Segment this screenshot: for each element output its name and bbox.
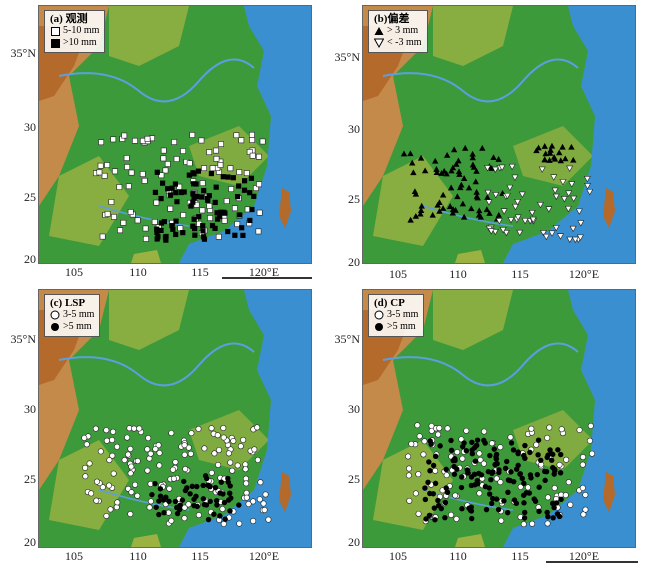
lat-label-a-2: 25 xyxy=(24,190,36,204)
legend-a: (a) 观测 5-10 mm >10 mm xyxy=(44,10,106,53)
lon-label-c-3: 120°E xyxy=(248,549,280,563)
panel-label-a: (a) xyxy=(50,13,63,25)
lon-label-b-3: 120°E xyxy=(568,267,600,281)
map-panel-b: (b)偏差 > 3 mm < -3 mm 35°N 30 25 20 105 1… xyxy=(320,0,648,282)
legend-item-b-1: < -3 mm xyxy=(387,37,422,48)
panel-title-a: 观测 xyxy=(65,13,88,25)
filled-square-icon xyxy=(50,38,60,48)
legend-item-b-0: > 3 mm xyxy=(387,25,419,36)
panel-title-c: LSP xyxy=(64,297,86,309)
panel-title-b: 偏差 xyxy=(387,13,410,25)
lon-label-d-1: 110 xyxy=(449,549,467,563)
panel-label-b: (b) xyxy=(374,13,388,25)
filled-circle-icon xyxy=(374,322,384,332)
lon-label-a-1: 110 xyxy=(129,265,147,279)
lon-label-b-0: 105 xyxy=(389,267,407,281)
lon-label-b-2: 115 xyxy=(511,267,529,281)
lat-label-b-3: 20 xyxy=(348,255,360,269)
legend-item-d-1: >5 mm xyxy=(387,321,416,332)
lat-label-b-2: 25 xyxy=(348,192,360,206)
terrain-map-b xyxy=(362,5,636,264)
legend-c: (c) LSP 3-5 mm >5 mm xyxy=(44,294,101,337)
lon-label-a-0: 105 xyxy=(65,265,83,279)
map-panel-d: (d) CP 3-5 mm >5 mm 35°N 30 25 20 105 11… xyxy=(320,284,648,568)
lon-label-c-0: 105 xyxy=(65,549,83,563)
terrain-map-a xyxy=(38,5,312,264)
lon-label-a-2: 115 xyxy=(191,265,209,279)
legend-item-d-0: 3-5 mm xyxy=(387,309,419,320)
open-circle-icon xyxy=(50,310,60,320)
lon-label-a-3: 120°E xyxy=(248,265,280,279)
legend-item-a-1: >10 mm xyxy=(63,37,97,48)
open-circle-icon xyxy=(374,310,384,320)
scale-bar-a xyxy=(222,277,312,279)
lat-label-d-3: 20 xyxy=(348,535,360,549)
lat-label-c-3: 20 xyxy=(24,535,36,549)
legend-d: (d) CP 3-5 mm >5 mm xyxy=(368,294,425,337)
lat-label-a-1: 30 xyxy=(24,120,36,134)
panel-label-c: (c) xyxy=(50,297,63,309)
filled-triangle-icon xyxy=(374,26,384,36)
open-square-icon xyxy=(50,26,60,36)
filled-circle-icon xyxy=(50,322,60,332)
lat-label-c-2: 25 xyxy=(24,472,36,486)
lat-label-b-0: 35°N xyxy=(334,50,360,64)
legend-item-c-0: 3-5 mm xyxy=(63,309,95,320)
lat-label-d-1: 30 xyxy=(348,402,360,416)
lat-label-d-0: 35°N xyxy=(334,332,360,346)
lon-label-c-1: 110 xyxy=(129,549,147,563)
panel-title-d: CP xyxy=(390,297,405,309)
scale-bar-d xyxy=(546,561,638,563)
lon-label-c-2: 115 xyxy=(191,549,209,563)
panel-label-d: (d) xyxy=(374,297,388,309)
terrain-svg-b xyxy=(363,6,635,263)
lon-label-d-2: 115 xyxy=(511,549,529,563)
terrain-svg-d xyxy=(363,290,635,547)
lat-label-b-1: 30 xyxy=(348,122,360,136)
terrain-map-d xyxy=(362,289,636,548)
open-triangle-down-icon xyxy=(374,38,384,48)
map-panel-a: (a) 观测 5-10 mm >10 mm 35°N 30 25 20 105 … xyxy=(0,0,318,282)
lat-label-c-1: 30 xyxy=(24,402,36,416)
legend-b: (b)偏差 > 3 mm < -3 mm xyxy=(368,10,428,53)
lat-label-d-2: 25 xyxy=(348,472,360,486)
legend-item-a-0: 5-10 mm xyxy=(63,25,100,36)
lat-label-a-0: 35°N xyxy=(10,46,36,60)
lon-label-b-1: 110 xyxy=(449,267,467,281)
lon-label-d-0: 105 xyxy=(389,549,407,563)
legend-item-c-1: >5 mm xyxy=(63,321,92,332)
lat-label-c-0: 35°N xyxy=(10,332,36,346)
map-panel-c: (c) LSP 3-5 mm >5 mm 35°N 30 25 20 105 1… xyxy=(0,284,318,568)
lat-label-a-3: 20 xyxy=(24,252,36,266)
lon-label-d-3: 120°E xyxy=(568,549,600,563)
terrain-svg-a xyxy=(39,6,311,263)
